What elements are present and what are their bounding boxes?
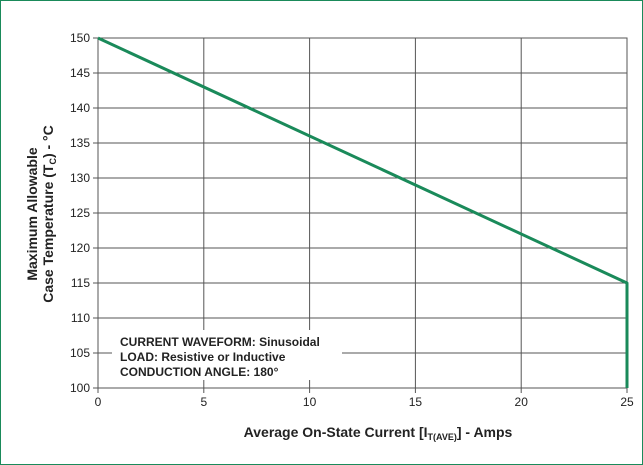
y-tick-label: 140 bbox=[70, 101, 90, 115]
y-tick-label: 150 bbox=[70, 31, 90, 45]
x-tick-labels: 0 5 10 15 20 25 bbox=[95, 395, 634, 409]
y-axis-label-line2-tail: ) - °C bbox=[40, 125, 56, 158]
x-tick-label: 20 bbox=[515, 395, 529, 409]
y-tick-label: 125 bbox=[70, 206, 90, 220]
y-axis-label-line2: Case Temperature (TC) - °C bbox=[40, 125, 58, 303]
annotation-block: CURRENT WAVEFORM: Sinusoidal LOAD: Resis… bbox=[112, 330, 342, 380]
x-tick-label: 10 bbox=[303, 395, 317, 409]
y-tick-label: 135 bbox=[70, 136, 90, 150]
series-line bbox=[97, 36, 629, 388]
grid bbox=[93, 37, 628, 393]
y-axis-label-line2-subscript: C bbox=[48, 158, 58, 165]
annotation-background bbox=[112, 330, 342, 380]
x-tick-label: 25 bbox=[620, 395, 634, 409]
plot-border bbox=[97, 37, 628, 389]
y-tick-label: 145 bbox=[70, 66, 90, 80]
y-axis-label: Maximum Allowable Case Temperature (TC) … bbox=[24, 125, 58, 303]
x-axis-label-subscript: T(AVE) bbox=[428, 432, 457, 442]
x-tick-label: 15 bbox=[409, 395, 423, 409]
y-tick-labels: 100 105 110 115 120 125 130 135 140 145 150 bbox=[70, 31, 90, 395]
y-tick-label: 115 bbox=[71, 276, 90, 290]
x-axis-label: Average On-State Current [IT(AVE)] - Amp… bbox=[244, 424, 513, 442]
annotation-waveform: CURRENT WAVEFORM: Sinusoidal bbox=[120, 335, 320, 349]
y-axis-label-line2-main: Case Temperature (T bbox=[40, 164, 56, 303]
annotation-load: LOAD: Resistive or Inductive bbox=[120, 350, 286, 364]
annotation-conduction-angle: CONDUCTION ANGLE: 180° bbox=[120, 365, 279, 379]
x-axis-label-tail: ] - Amps bbox=[457, 424, 513, 440]
x-tick-label: 5 bbox=[200, 395, 207, 409]
y-tick-label: 105 bbox=[70, 346, 90, 360]
x-tick-label: 0 bbox=[95, 395, 102, 409]
x-axis-label-main: Average On-State Current [I bbox=[244, 424, 428, 440]
y-tick-label: 130 bbox=[70, 171, 90, 185]
series-layer bbox=[97, 36, 629, 388]
y-axis-label-line1: Maximum Allowable bbox=[24, 147, 40, 281]
y-tick-label: 100 bbox=[70, 381, 90, 395]
y-tick-label: 120 bbox=[70, 241, 90, 255]
y-tick-label: 110 bbox=[71, 311, 90, 325]
